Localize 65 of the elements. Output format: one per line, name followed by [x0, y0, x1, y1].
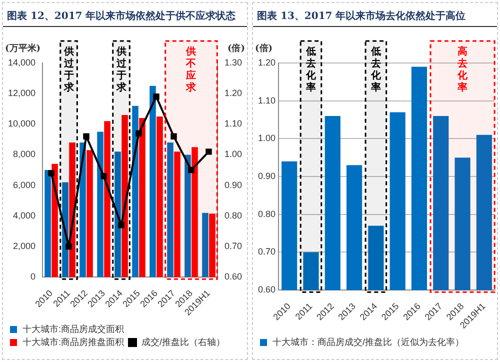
point [206, 148, 212, 155]
y-tick-label: 1.10 [258, 95, 276, 106]
point [48, 170, 54, 176]
y2-tick-label: 0.70 [224, 240, 242, 251]
y-axis-title: (万平米) [5, 42, 41, 54]
bar [80, 142, 86, 278]
point [100, 173, 107, 180]
y-tick-label: 2,000 [12, 240, 36, 251]
legend-label: 十大城市:商品房成交面积 [22, 324, 124, 334]
y-tick-label: 0.60 [258, 284, 276, 295]
bar [52, 164, 58, 278]
band-label: 低去化率 [370, 46, 382, 94]
band-label: 高去化率 [456, 46, 469, 94]
y-tick-label: 1.20 [258, 57, 276, 68]
bar [86, 150, 93, 278]
y-tick-label: 14,000 [8, 57, 36, 68]
y2-tick-label: 0.80 [224, 210, 242, 220]
bar [104, 121, 110, 278]
legend-label: 十大城市：商品房成交/推盘比（近似为去化率） [272, 336, 464, 347]
bar [192, 147, 198, 278]
legend-label: 成交/推盘比（右轴） [142, 336, 226, 347]
legend-label: 十大城市:商品房推盘面积 [22, 336, 124, 347]
bar [122, 114, 128, 278]
y2-axis-title: (倍) [227, 42, 245, 54]
y-tick-label: 6,000 [12, 180, 36, 190]
bar [184, 154, 191, 278]
point [153, 94, 160, 100]
y2-tick-label: 0.90 [224, 180, 242, 190]
y2-tick-label: 1.30 [224, 57, 242, 68]
y-tick-label: 0.70 [258, 246, 276, 257]
bar [114, 152, 121, 278]
chart-title: 图表 13、2017 年以来市场去化依然处于高位 [253, 3, 497, 27]
bar [44, 170, 51, 278]
y-tick-label: 0 [30, 272, 36, 282]
y2-tick-label: 1.10 [224, 118, 242, 129]
y-tick-label: 10,000 [8, 118, 36, 129]
bar [132, 106, 138, 278]
bar [202, 212, 208, 278]
point [136, 130, 142, 136]
bar [97, 132, 104, 278]
bar [167, 142, 174, 278]
y-tick-label: 12,000 [8, 88, 36, 98]
y2-tick-label: 1.20 [224, 88, 242, 98]
y-tick-label: 8,000 [12, 149, 36, 160]
y-tick-label: 0.90 [258, 171, 276, 182]
bar [139, 118, 146, 278]
band-label: 供过于求 [62, 46, 75, 94]
y2-tick-label: 1.00 [224, 149, 242, 160]
y-axis-title: (倍) [255, 42, 273, 54]
bar [209, 214, 216, 278]
y2-tick-label: 0.60 [224, 272, 242, 282]
chart-title: 图表 12、2017 年以来市场依然处于供不应求状态 [3, 3, 247, 27]
band-label: 供不应求 [185, 46, 198, 94]
y-tick-label: 0.80 [258, 208, 276, 219]
band-label: 低去化率 [304, 46, 317, 94]
point [83, 133, 90, 140]
point [188, 166, 194, 174]
point [118, 222, 124, 228]
bar [150, 86, 156, 278]
y-tick-label: 1.00 [258, 133, 276, 144]
point [170, 133, 177, 140]
y-tick-label: 4,000 [12, 210, 36, 220]
bar [174, 152, 180, 278]
point [66, 243, 72, 250]
band-label: 供过于求 [115, 46, 128, 94]
